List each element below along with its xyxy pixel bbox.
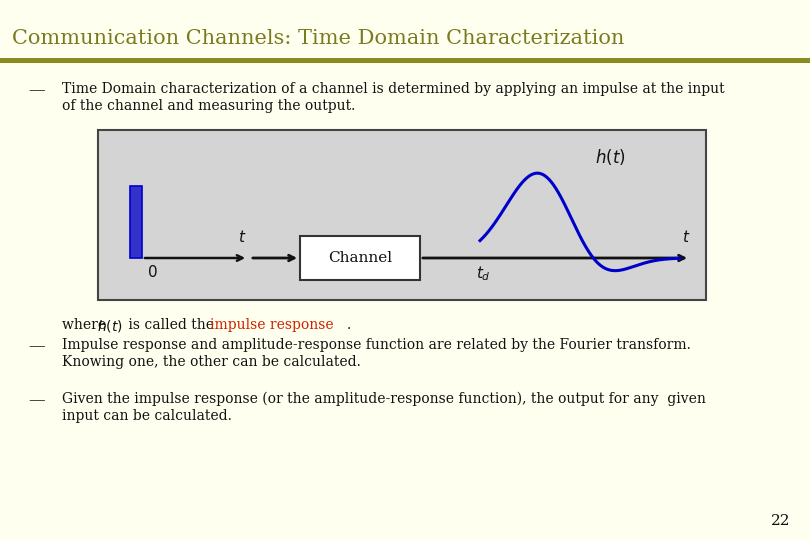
Text: $0$: $0$	[147, 264, 158, 280]
Text: —: —	[28, 392, 45, 409]
Bar	[98, 130, 706, 300]
Text: $t$: $t$	[682, 229, 690, 245]
Text: where: where	[62, 318, 110, 332]
Text: Time Domain characterization of a channel is determined by applying an impulse a: Time Domain characterization of a channe…	[62, 82, 725, 96]
Text: Given the impulse response (or the amplitude-response function), the output for : Given the impulse response (or the ampli…	[62, 392, 706, 407]
Text: input can be calculated.: input can be calculated.	[62, 409, 232, 423]
Text: Knowing one, the other can be calculated.: Knowing one, the other can be calculated…	[62, 355, 361, 369]
Text: $t$: $t$	[238, 229, 246, 245]
Text: —: —	[28, 338, 45, 355]
Bar	[130, 186, 142, 258]
Text: of the channel and measuring the output.: of the channel and measuring the output.	[62, 99, 356, 113]
Text: Channel: Channel	[328, 251, 392, 265]
Text: impulse response: impulse response	[210, 318, 334, 332]
Bar	[300, 236, 420, 280]
Text: Impulse response and amplitude-response function are related by the Fourier tran: Impulse response and amplitude-response …	[62, 338, 691, 352]
Text: 22: 22	[770, 514, 790, 528]
Text: .: .	[347, 318, 352, 332]
Text: is called the: is called the	[124, 318, 219, 332]
Bar	[0, 58, 810, 63]
Text: $h(t)$: $h(t)$	[595, 147, 625, 167]
Text: Communication Channels: Time Domain Characterization: Communication Channels: Time Domain Char…	[12, 29, 625, 48]
Text: —: —	[28, 82, 45, 99]
Text: $t_d$: $t_d$	[476, 264, 491, 283]
Text: $h(t)$: $h(t)$	[97, 318, 123, 334]
